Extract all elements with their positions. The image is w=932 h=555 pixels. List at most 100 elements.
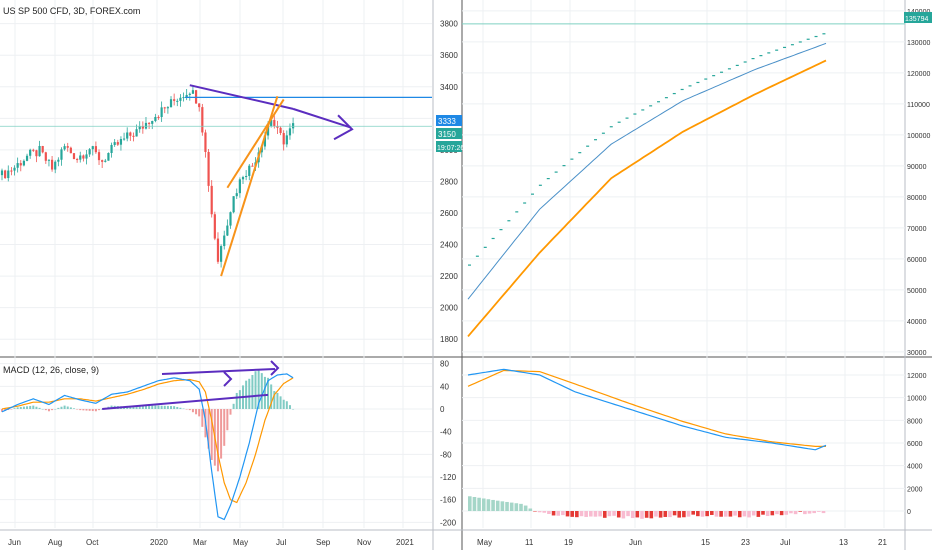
right-time-tick-label: 21 [878, 538, 887, 547]
macd-histogram-bar [157, 405, 160, 409]
macd-histogram-bar [38, 407, 41, 409]
candle-body [119, 139, 123, 145]
macd-histogram-bar [267, 377, 270, 409]
left-macd-tick-label: 80 [440, 360, 449, 369]
macd-histogram-bar [44, 409, 47, 411]
candle-body [276, 126, 279, 128]
projection-arrow-shaft [292, 107, 351, 129]
macd-histogram-bar [245, 380, 248, 409]
candle-body [10, 170, 13, 172]
candle-body [29, 149, 32, 156]
candle-body [63, 146, 66, 150]
right-macd-histogram-bar [570, 511, 574, 517]
left-price-tick-label: 3400 [440, 83, 458, 92]
left-time-tick-label: Mar [193, 538, 207, 547]
macd-histogram-bar [226, 409, 229, 431]
candle-body [79, 155, 82, 160]
candle-body [191, 90, 195, 94]
candle-body [229, 212, 232, 226]
candle-body [270, 119, 273, 127]
macd-histogram-bar [51, 409, 54, 411]
right-orange-line [467, 59, 827, 337]
candle-body [113, 142, 116, 145]
right-macd-histogram-bar [523, 505, 528, 511]
candle-body [32, 149, 35, 151]
right-macd-histogram-bar [775, 511, 779, 515]
candle-body [251, 165, 254, 167]
left-price-tick-label: 2600 [440, 209, 458, 218]
candle-body [41, 145, 44, 153]
macd-divergence-lower [102, 393, 269, 410]
candle-body [135, 129, 138, 137]
candle-body [7, 170, 10, 179]
macd-histogram-bar [91, 409, 94, 412]
macd-histogram-bar [47, 409, 50, 412]
candle-body [235, 193, 238, 197]
candle-body [116, 142, 119, 145]
right-macd-histogram-bar [542, 511, 547, 513]
candle-body [88, 149, 91, 155]
candle-body [94, 146, 97, 153]
right-macd-histogram-bar [486, 499, 491, 511]
wedge-lower-line [220, 95, 279, 277]
candle-body [279, 127, 282, 133]
macd-histogram-bar [69, 407, 72, 409]
right-macd-histogram-bar [477, 497, 481, 511]
right-macd-histogram-bar [491, 499, 495, 511]
macd-histogram-bar [273, 391, 276, 409]
resistance-price-tag: 3333 [436, 115, 462, 126]
candle-body [232, 196, 235, 213]
right-macd-histogram-bar [714, 511, 719, 517]
macd-histogram-bar [238, 390, 241, 409]
macd-histogram-bar [163, 405, 166, 409]
right-price-tick-label: 90000 [907, 164, 927, 171]
macd-histogram-bar [26, 406, 29, 409]
macd-histogram-bar [260, 373, 263, 409]
descending-trendline [189, 84, 294, 110]
macd-histogram-bar [22, 406, 25, 409]
right-macd-histogram-bar [649, 511, 654, 519]
symbol-title: US SP 500 CFD, 3D, FOREX.com [3, 6, 140, 16]
macd-histogram-bar [251, 375, 254, 409]
right-macd-histogram-bar [598, 511, 602, 517]
right-time-tick-label: Jun [629, 538, 642, 547]
macd-histogram-bar [94, 409, 97, 412]
macd-histogram-bar [154, 405, 157, 409]
candle-body [69, 147, 72, 154]
left-time-tick-label: Sep [316, 538, 331, 547]
candle-body [22, 160, 26, 166]
candle-body [104, 160, 107, 162]
candle-body [19, 163, 22, 166]
candle-body [72, 153, 76, 160]
left-price-tick-label: 3800 [440, 20, 458, 29]
candle-body [210, 185, 213, 215]
macd-histogram-bar [129, 406, 132, 409]
candle-body [245, 175, 248, 178]
right-macd-histogram-bar [817, 511, 821, 512]
candle-body [248, 165, 251, 176]
right-last-value-tag: 135794 [904, 12, 932, 23]
right-macd-histogram-bar [472, 497, 477, 511]
candle-body [107, 152, 110, 161]
right-macd-histogram-bar [728, 511, 733, 517]
right-price-tick-label: 120000 [907, 71, 930, 78]
macd-histogram-bar [60, 406, 63, 409]
right-macd-histogram-bar [579, 511, 584, 517]
left-macd-tick-label: -160 [440, 496, 457, 505]
macd-histogram-bar [148, 405, 151, 409]
right-macd-histogram-bar [481, 498, 486, 511]
macd-histogram-bar [135, 406, 138, 409]
right-macd-histogram-bar [737, 511, 742, 518]
macd-histogram-bar [141, 405, 144, 409]
left-price-tick-label: 3600 [440, 51, 458, 60]
macd-histogram-bar [176, 406, 179, 409]
macd-arrow-head-upper [270, 360, 280, 376]
candle-body [266, 126, 270, 136]
right-macd-signal-line [467, 369, 826, 447]
macd-histogram-bar [220, 409, 223, 459]
candle-body [204, 132, 207, 152]
right-price-tick-label: 110000 [907, 102, 930, 109]
right-macd-histogram-bar [719, 511, 723, 517]
right-macd-histogram-bar [663, 511, 668, 517]
right-macd-histogram-bar [593, 511, 598, 517]
